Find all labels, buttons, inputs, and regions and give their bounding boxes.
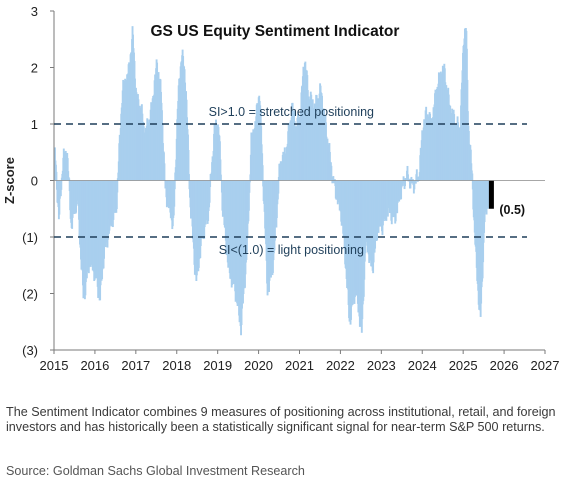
- sentiment-bar: [67, 171, 70, 181]
- sentiment-bar: [416, 180, 419, 182]
- sentiment-bar: [330, 178, 333, 181]
- sentiment-bar: [407, 180, 410, 182]
- sentiment-bar: [68, 178, 71, 181]
- y-tick-label: 1: [31, 117, 38, 132]
- sentiment-bar: [60, 180, 63, 190]
- sentiment-bar: [400, 180, 403, 199]
- sentiment-bar: [408, 178, 410, 181]
- sentiment-bar: [400, 180, 403, 188]
- sentiment-bar: [411, 179, 414, 181]
- sentiment-bar: [163, 163, 166, 181]
- sentiment-bar: [248, 180, 251, 183]
- sentiment-bar: [248, 180, 251, 193]
- sentiment-bar: [415, 169, 418, 181]
- sentiment-bar: [407, 174, 409, 181]
- x-tick-label: 2020: [244, 358, 273, 373]
- latest-value-bar: [488, 180, 494, 209]
- x-tick-label: 2026: [490, 358, 519, 373]
- sentiment-bar: [402, 176, 405, 181]
- sentiment-bar: [405, 178, 407, 181]
- chart-source: Source: Goldman Sachs Global Investment …: [6, 464, 305, 478]
- sentiment-bar: [261, 165, 264, 181]
- sentiment-bar: [402, 180, 405, 184]
- sentiment-bar: [55, 171, 58, 181]
- chart-description: The Sentiment Indicator combines 9 measu…: [6, 405, 556, 434]
- sentiment-bar: [411, 180, 414, 183]
- sentiment-bar: [173, 180, 176, 207]
- x-tick-label: 2021: [285, 358, 314, 373]
- threshold-lines: SI>1.0 = stretched positioning SI<(1.0) =…: [54, 105, 527, 257]
- x-tick-label: 2024: [408, 358, 437, 373]
- chart-canvas: 3 2 1 0 (1) (2) (3)2015 2016 2017 2018 2019 2020 202…: [2, 4, 559, 373]
- y-tick-label: 2: [31, 61, 38, 76]
- sentiment-bar: [208, 180, 211, 203]
- sentiment-bar: [187, 150, 190, 181]
- x-tick-label: 2022: [326, 358, 355, 373]
- threshold-label: SI>1.0 = stretched positioning: [209, 105, 374, 119]
- sentiment-bar: [330, 165, 333, 181]
- sentiment-bar: [406, 165, 409, 181]
- sentiment-bar: [219, 174, 222, 181]
- sentiment-bar: [116, 180, 119, 193]
- threshold-label: SI<(1.0) = light positioning: [219, 243, 364, 257]
- y-tick-label: 0: [31, 174, 38, 189]
- sentiment-bar: [209, 180, 212, 188]
- sentiment-bar: [219, 159, 222, 181]
- sentiment-bar: [410, 176, 413, 181]
- axes: 3 2 1 0 (1) (2) (3)2015 2016 2017 2018 2019 2020 202…: [22, 4, 559, 373]
- chart-labels: Z-score GS US Equity Sentiment Indicator (…: [2, 23, 525, 217]
- sentiment-bar: [414, 180, 417, 184]
- y-tick-label: (3): [22, 343, 38, 358]
- y-axis-label: Z-score: [2, 157, 17, 204]
- x-tick-label: 2017: [121, 358, 150, 373]
- sentiment-bar: [409, 180, 412, 189]
- sentiment-chart: 3 2 1 0 (1) (2) (3) 2015 2016 2017 2018 2019 2020 202…: [2, 4, 559, 373]
- sentiment-bar: [332, 176, 335, 181]
- x-tick-label: 2018: [162, 358, 191, 373]
- latest-value-label: (0.5): [499, 203, 525, 217]
- sentiment-bar: [413, 180, 416, 190]
- sentiment-bar: [331, 180, 334, 184]
- sentiment-bar: [277, 180, 280, 194]
- sentiment-bar: [404, 180, 406, 187]
- sentiment-bar: [471, 173, 474, 181]
- sentiment-bar: [333, 180, 336, 184]
- y-tick-label: (1): [22, 230, 38, 245]
- sentiment-bar: [173, 180, 176, 190]
- x-tick-label: 2027: [531, 358, 560, 373]
- sentiment-bar: [416, 177, 419, 181]
- sentiment-bar: [333, 179, 336, 181]
- x-tick-label: 2019: [203, 358, 232, 373]
- x-tick-label: 2015: [40, 358, 69, 373]
- sentiment-bar: [417, 176, 420, 181]
- sentiment-bar: [247, 180, 250, 211]
- y-tick-label: (2): [22, 287, 38, 302]
- chart-title: GS US Equity Sentiment Indicator: [150, 23, 399, 40]
- x-tick-label: 2023: [367, 358, 396, 373]
- x-tick-label: 2016: [80, 358, 109, 373]
- sentiment-bar: [66, 158, 69, 181]
- x-tick-label: 2025: [449, 358, 478, 373]
- sentiment-bar: [115, 180, 118, 210]
- bar-series: [54, 26, 494, 336]
- y-tick-label: 3: [31, 4, 38, 19]
- sentiment-bar: [188, 174, 190, 181]
